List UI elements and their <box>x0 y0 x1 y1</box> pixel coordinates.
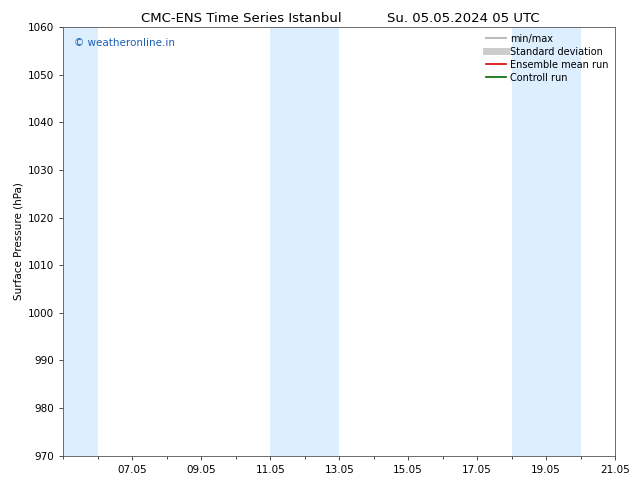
Text: © weatheronline.in: © weatheronline.in <box>74 38 176 48</box>
Bar <box>270 27 339 456</box>
Text: CMC-ENS Time Series Istanbul: CMC-ENS Time Series Istanbul <box>141 12 341 25</box>
Legend: min/max, Standard deviation, Ensemble mean run, Controll run: min/max, Standard deviation, Ensemble me… <box>484 32 610 84</box>
Text: Su. 05.05.2024 05 UTC: Su. 05.05.2024 05 UTC <box>387 12 539 25</box>
Y-axis label: Surface Pressure (hPa): Surface Pressure (hPa) <box>14 182 24 300</box>
Bar <box>63 27 98 456</box>
Bar <box>512 27 581 456</box>
